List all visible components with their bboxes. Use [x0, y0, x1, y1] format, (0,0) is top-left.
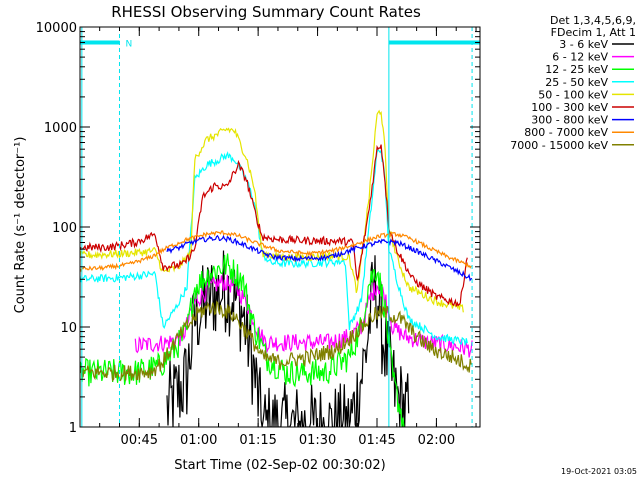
- series-line-4: [80, 109, 464, 313]
- series-line-5: [80, 144, 468, 307]
- y-tick-label: 100: [52, 221, 77, 236]
- plot-frame: 1 10 100 1000 10000 00:45 01:00 01:15 01:30 01:45…: [36, 21, 481, 448]
- legend: Det 1,3,4,5,6,9,FDecim 1, Att 13 - 6 keV…: [510, 14, 636, 152]
- x-axis-label: Start Time (02-Sep-02 00:30:02): [174, 458, 385, 473]
- y-tick-label: 1: [69, 421, 77, 436]
- series-line-7: [80, 230, 472, 273]
- legend-entry-label: 7000 - 15000 keV: [510, 139, 608, 152]
- series-line-6: [166, 234, 473, 282]
- legend-entry-label: 6 - 12 keV: [552, 51, 608, 64]
- y-tick-label: 10000: [36, 21, 77, 36]
- x-tick-label: 02:00: [418, 433, 455, 448]
- legend-header-line: FDecim 1, Att 1: [551, 26, 636, 39]
- x-tick-label: 01:15: [239, 433, 276, 448]
- y-axis-label: Count Rate (s⁻¹ detector⁻¹): [13, 137, 28, 314]
- x-tick-label: 01:30: [299, 433, 336, 448]
- night-flag-label: N: [125, 39, 132, 49]
- series-line-0: [166, 250, 410, 427]
- legend-entry-label: 50 - 100 keV: [538, 88, 608, 101]
- legend-entry-label: 12 - 25 keV: [545, 63, 608, 76]
- y-tick-label: 1000: [44, 121, 77, 136]
- legend-entry-label: 3 - 6 keV: [559, 38, 608, 51]
- data-layer: N: [80, 27, 480, 427]
- legend-entry-label: 100 - 300 keV: [531, 101, 608, 114]
- chart-title: RHESSI Observing Summary Count Rates: [111, 3, 421, 21]
- y-tick-label: 10: [60, 321, 77, 336]
- x-tick-label: 01:45: [358, 433, 395, 448]
- legend-entry-label: 25 - 50 keV: [545, 76, 608, 89]
- legend-entry-label: 300 - 800 keV: [531, 114, 608, 127]
- x-tick-label: 01:00: [180, 433, 217, 448]
- x-tick-label: 00:45: [121, 433, 158, 448]
- legend-header-line: Det 1,3,4,5,6,9,: [550, 14, 636, 27]
- series-line-8: [80, 300, 472, 383]
- legend-entry-label: 800 - 7000 keV: [524, 126, 608, 139]
- series-line-3: [80, 148, 468, 346]
- timestamp-label: 19-Oct-2021 03:05: [561, 467, 637, 476]
